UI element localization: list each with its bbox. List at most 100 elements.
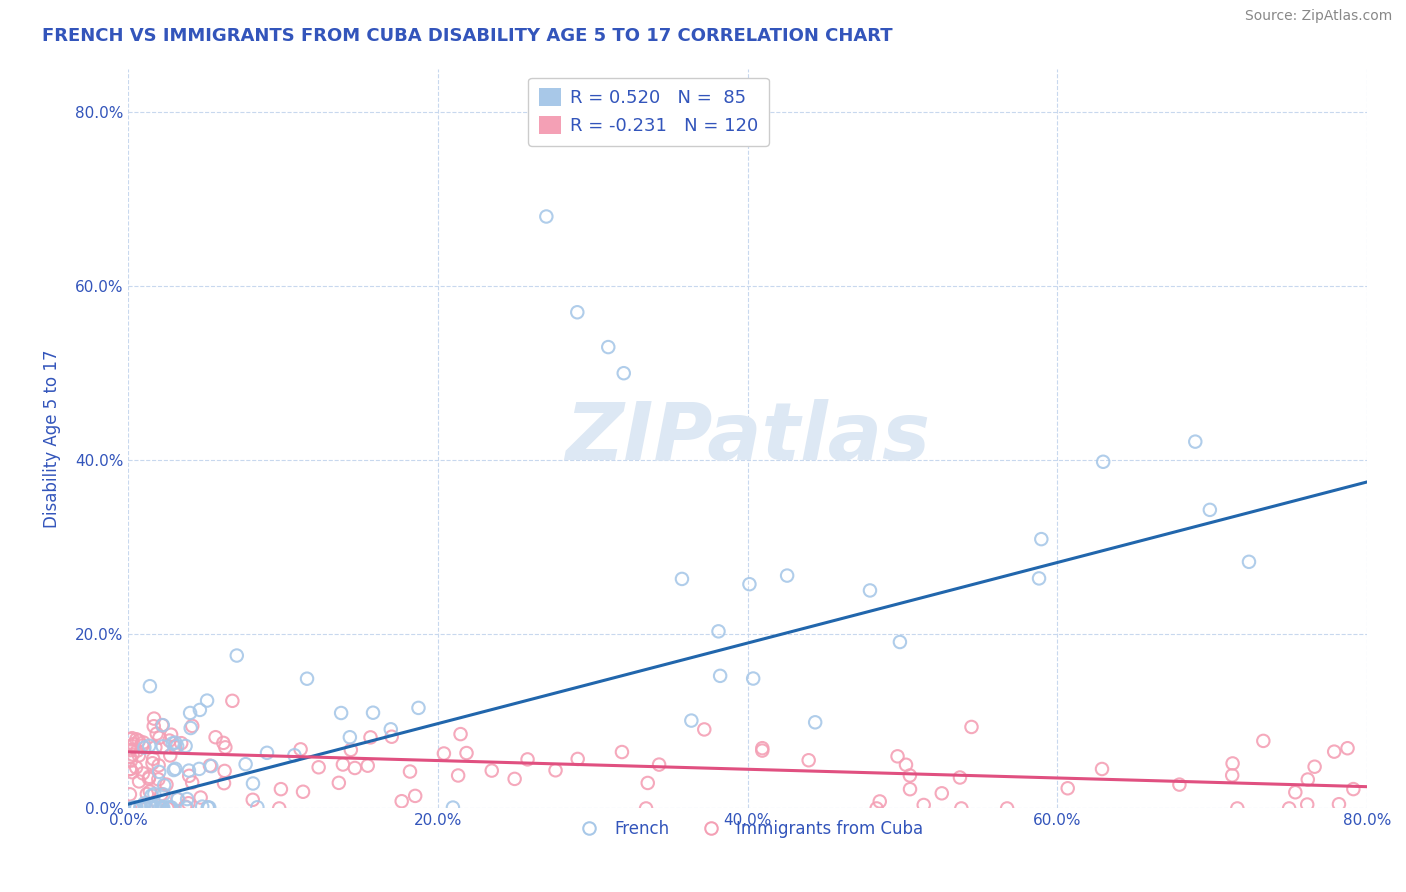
Point	[152, 718, 174, 732]
Point	[776, 568, 799, 582]
Point	[912, 797, 935, 812]
Point	[179, 706, 201, 720]
Point	[150, 787, 173, 801]
Point	[447, 768, 470, 782]
Point	[456, 746, 478, 760]
Point	[138, 772, 160, 786]
Point	[290, 742, 312, 756]
Point	[132, 766, 155, 780]
Point	[152, 739, 174, 754]
Point	[197, 800, 219, 814]
Text: ZIPatlas: ZIPatlas	[565, 400, 931, 477]
Point	[141, 789, 163, 803]
Point	[950, 801, 973, 815]
Point	[859, 583, 882, 598]
Point	[138, 770, 160, 784]
Point	[132, 735, 155, 749]
Point	[122, 737, 145, 751]
Point	[433, 747, 456, 761]
Point	[165, 736, 187, 750]
Point	[124, 800, 146, 814]
Point	[128, 774, 150, 789]
Point	[613, 366, 636, 380]
Point	[166, 792, 188, 806]
Point	[150, 800, 173, 814]
Point	[190, 790, 212, 805]
Point	[865, 801, 887, 815]
Point	[165, 762, 187, 776]
Point	[797, 753, 820, 767]
Point	[441, 800, 464, 814]
Point	[141, 756, 163, 771]
Point	[1237, 555, 1260, 569]
Point	[671, 572, 693, 586]
Point	[157, 733, 180, 747]
Point	[360, 731, 382, 745]
Point	[450, 727, 472, 741]
Point	[163, 739, 186, 754]
Point	[143, 712, 166, 726]
Point	[153, 778, 176, 792]
Point	[869, 794, 891, 808]
Point	[242, 776, 264, 790]
Point	[1226, 801, 1249, 815]
Point	[121, 739, 143, 754]
Point	[742, 672, 765, 686]
Point	[188, 703, 211, 717]
Point	[1323, 745, 1346, 759]
Point	[179, 769, 201, 783]
Point	[610, 745, 633, 759]
Point	[681, 714, 703, 728]
Point	[125, 732, 148, 747]
Point	[1327, 797, 1350, 812]
Point	[225, 648, 247, 663]
Point	[163, 763, 186, 777]
Point	[188, 762, 211, 776]
Point	[598, 340, 620, 354]
Point	[381, 730, 404, 744]
Point	[1168, 778, 1191, 792]
Point	[143, 787, 166, 801]
Point	[1253, 734, 1275, 748]
Point	[135, 801, 157, 815]
Point	[157, 800, 180, 814]
Point	[295, 672, 318, 686]
Point	[898, 782, 921, 797]
Point	[804, 715, 827, 730]
Point	[135, 787, 157, 801]
Point	[148, 758, 170, 772]
Point	[141, 800, 163, 814]
Point	[160, 728, 183, 742]
Point	[931, 786, 953, 800]
Point	[176, 800, 198, 814]
Point	[129, 800, 152, 814]
Point	[1028, 571, 1050, 585]
Point	[129, 800, 152, 814]
Point	[118, 787, 141, 801]
Point	[155, 778, 177, 792]
Point	[125, 760, 148, 774]
Point	[567, 305, 589, 319]
Point	[343, 761, 366, 775]
Point	[330, 706, 353, 720]
Point	[156, 801, 179, 815]
Point	[707, 624, 730, 639]
Point	[1031, 532, 1053, 546]
Point	[544, 764, 567, 778]
Point	[204, 730, 226, 744]
Point	[167, 792, 190, 806]
Point	[894, 757, 917, 772]
Point	[138, 739, 160, 753]
Point	[195, 693, 218, 707]
Point	[361, 706, 384, 720]
Point	[246, 800, 269, 814]
Point	[516, 752, 538, 766]
Point	[174, 739, 197, 753]
Point	[127, 744, 149, 758]
Point	[191, 799, 214, 814]
Point	[134, 797, 156, 811]
Point	[332, 757, 354, 772]
Point	[148, 731, 170, 745]
Point	[408, 701, 430, 715]
Point	[1220, 768, 1243, 782]
